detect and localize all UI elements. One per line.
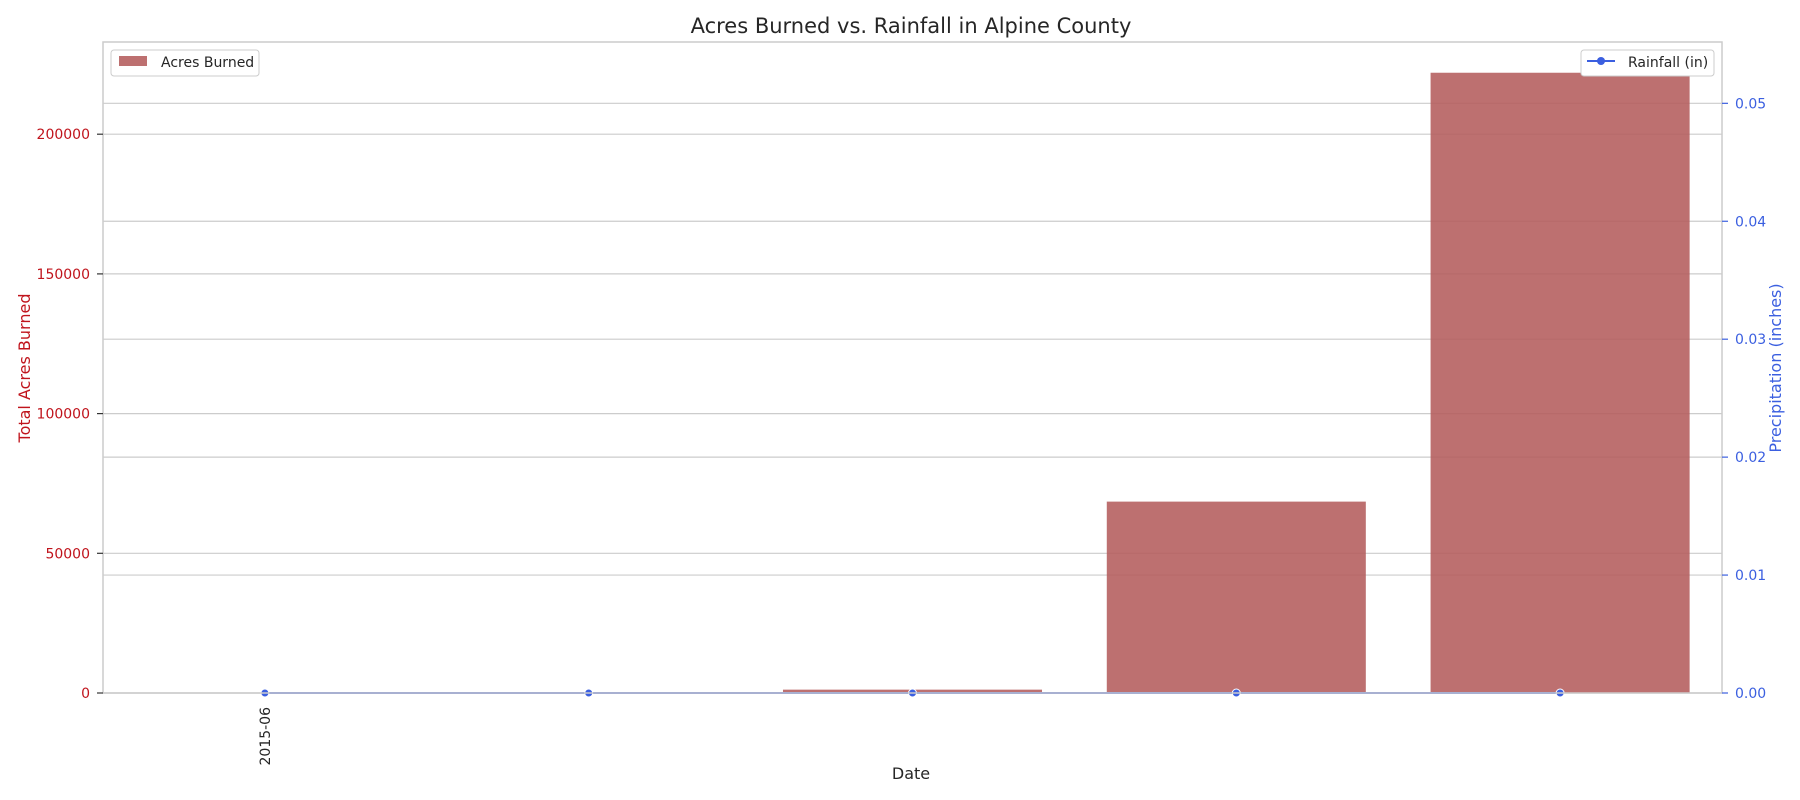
- y-right-tick-label: 0.05: [1735, 96, 1766, 112]
- bar: [1106, 501, 1366, 693]
- x-axis-label: Date: [892, 764, 930, 783]
- y-right-tick-label: 0.01: [1735, 568, 1766, 584]
- y-right-axis-label: Precipitation (inches): [1766, 283, 1785, 452]
- x-ticks: 2015-06: [258, 707, 274, 766]
- legend-rainfall-marker: [1597, 57, 1605, 65]
- bars: [782, 72, 1690, 694]
- legend-acres-swatch: [119, 56, 147, 66]
- y-left-tick-label: 100000: [37, 407, 90, 423]
- legend-acres-label: Acres Burned: [161, 55, 254, 71]
- legend-rainfall-label: Rainfall (in): [1628, 55, 1708, 71]
- y-left-tick-label: 0: [81, 686, 90, 702]
- y-right-tick-label: 0.02: [1735, 450, 1766, 466]
- y-right-tick-label: 0.03: [1735, 332, 1766, 348]
- legend-right-box: [1580, 49, 1715, 77]
- y-left-axis-label: Total Acres Burned: [15, 294, 34, 444]
- legend-right: Rainfall (in): [1580, 49, 1715, 77]
- y-right-ticks: 0.00 0.01 0.02 0.03 0.04 0.05: [1722, 96, 1766, 702]
- y-left-tick-label: 50000: [45, 546, 90, 562]
- y-left-tick-label: 200000: [37, 127, 90, 143]
- legend-left: Acres Burned: [110, 49, 260, 77]
- y-right-tick-label: 0.04: [1735, 214, 1766, 230]
- plot-frame: [102, 41, 1723, 694]
- legend-left-box: [110, 49, 260, 77]
- x-tick-label: 2015-06: [258, 707, 274, 766]
- y-left-tick-label: 150000: [37, 267, 90, 283]
- y-right-tick-label: 0.00: [1735, 686, 1766, 702]
- y-left-ticks: 0 50000 100000 150000 200000: [37, 127, 103, 702]
- chart-title: Acres Burned vs. Rainfall in Alpine Coun…: [691, 14, 1132, 38]
- bar: [1430, 72, 1690, 694]
